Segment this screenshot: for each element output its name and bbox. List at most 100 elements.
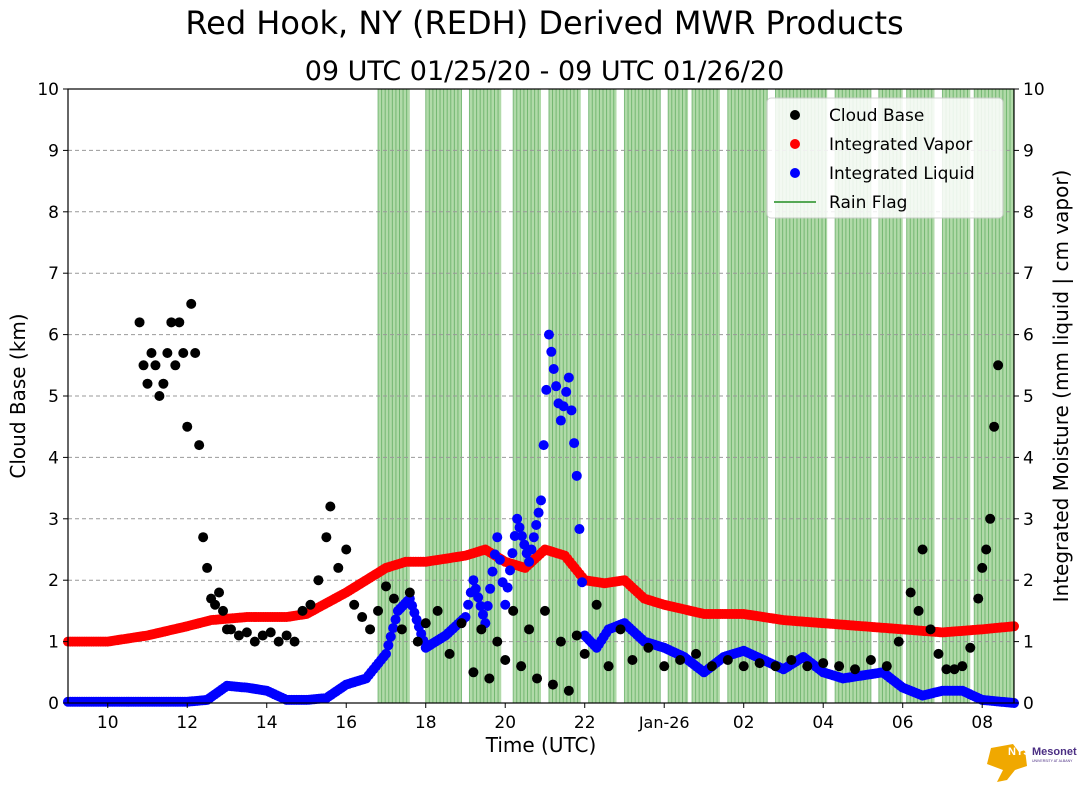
- data-point: [691, 648, 702, 659]
- x-tick-label: 12: [176, 713, 198, 733]
- chart-title: Red Hook, NY (REDH) Derived MWR Products: [185, 4, 904, 42]
- data-point: [881, 661, 892, 672]
- data-point: [138, 360, 149, 371]
- data-point: [186, 298, 197, 309]
- legend-marker: [790, 110, 800, 120]
- data-point: [487, 566, 498, 577]
- data-point: [579, 648, 590, 659]
- data-point: [218, 605, 229, 616]
- data-point: [473, 592, 484, 603]
- y-tick-label-left: 5: [48, 387, 59, 407]
- y-tick-label-left: 10: [37, 80, 59, 100]
- x-tick-label: 16: [335, 713, 357, 733]
- data-point: [385, 631, 396, 642]
- x-tick-label: 06: [892, 713, 914, 733]
- data-point: [949, 664, 960, 675]
- data-point: [917, 544, 928, 555]
- data-point: [476, 624, 487, 635]
- data-point: [297, 605, 308, 616]
- y-tick-label-left: 0: [48, 694, 59, 714]
- data-point: [539, 605, 550, 616]
- data-point: [941, 664, 952, 675]
- legend-label: Rain Flag: [829, 193, 907, 213]
- data-point: [444, 648, 455, 659]
- data-point: [566, 405, 577, 416]
- data-point: [555, 415, 566, 426]
- data-point: [551, 381, 562, 392]
- data-point: [834, 661, 845, 672]
- data-point: [981, 544, 992, 555]
- data-point: [463, 599, 474, 610]
- legend-label: Cloud Base: [829, 106, 924, 126]
- y-tick-label-right: 0: [1023, 694, 1034, 714]
- data-point: [528, 532, 539, 543]
- data-point: [508, 605, 519, 616]
- data-point: [546, 346, 557, 357]
- data-point: [289, 636, 300, 647]
- data-point: [543, 329, 554, 340]
- y-tick-label-left: 6: [48, 326, 59, 346]
- x-tick-label: 20: [494, 713, 516, 733]
- data-point: [569, 438, 580, 449]
- data-point: [524, 624, 535, 635]
- data-point: [390, 614, 401, 625]
- data-point: [659, 661, 670, 672]
- data-point: [210, 599, 221, 610]
- data-point: [396, 624, 407, 635]
- data-point: [158, 378, 169, 389]
- data-point: [989, 421, 1000, 432]
- data-point: [485, 583, 496, 594]
- legend-marker: [790, 168, 800, 178]
- data-point: [577, 577, 588, 588]
- data-point: [154, 391, 165, 401]
- data-point: [561, 386, 572, 397]
- data-point: [965, 642, 976, 653]
- data-point: [532, 673, 543, 684]
- y-tick-label-left: 2: [48, 571, 59, 591]
- y-tick-label-left: 1: [48, 633, 59, 653]
- y-tick-label-right: 1: [1023, 633, 1034, 653]
- legend: Cloud Base Integrated Vapor Integrated Liq…: [766, 97, 1004, 219]
- data-point: [265, 627, 276, 638]
- y-tick-label-right: 9: [1023, 141, 1034, 161]
- data-point: [166, 317, 177, 328]
- data-point: [388, 623, 399, 634]
- data-point: [706, 661, 717, 672]
- data-point: [484, 673, 495, 684]
- data-point: [524, 556, 535, 567]
- data-point: [571, 470, 582, 481]
- data-point: [905, 587, 916, 598]
- data-point: [333, 562, 344, 573]
- data-point: [404, 587, 415, 598]
- logo-mesonet-text: Mesonet: [1032, 746, 1077, 758]
- data-point: [531, 519, 542, 530]
- data-point: [305, 599, 316, 610]
- y-tick-label-right: 3: [1023, 510, 1034, 530]
- data-point: [933, 648, 944, 659]
- data-point: [146, 348, 157, 359]
- y-axis-label-left: Cloud Base (km): [6, 313, 30, 478]
- data-point: [380, 581, 391, 592]
- legend-label: Integrated Liquid: [829, 164, 975, 184]
- data-point: [281, 630, 292, 641]
- y-tick-label-right: 10: [1023, 80, 1045, 100]
- data-point: [420, 618, 431, 629]
- x-tick-label: 04: [812, 713, 834, 733]
- series-cloud-base: [134, 298, 1004, 696]
- data-point: [273, 636, 284, 647]
- chart-subtitle: 09 UTC 01/25/20 - 09 UTC 01/26/20: [304, 56, 785, 87]
- data-point: [738, 661, 749, 672]
- data-point: [893, 636, 904, 647]
- data-point: [325, 501, 336, 512]
- data-point: [412, 636, 423, 647]
- y-tick-label-right: 2: [1023, 571, 1034, 591]
- data-point: [977, 562, 988, 573]
- data-point: [913, 605, 924, 616]
- data-point: [383, 640, 394, 651]
- data-point: [615, 624, 626, 635]
- data-point: [509, 530, 520, 541]
- y-tick-label-right: 6: [1023, 326, 1034, 346]
- y-tick-label-left: 8: [48, 203, 59, 223]
- y-tick-label-left: 9: [48, 141, 59, 161]
